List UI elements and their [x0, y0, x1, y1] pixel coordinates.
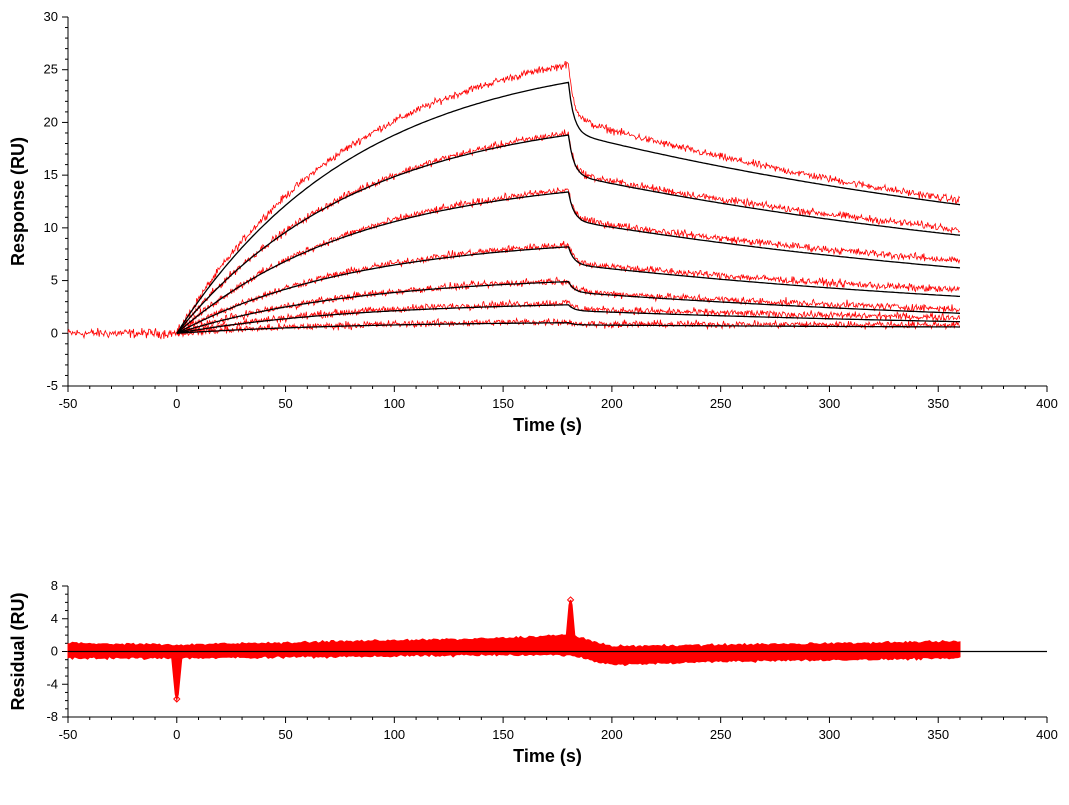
residual-spike-marker-1: [173, 695, 181, 703]
response-x-tick-label: 250: [710, 396, 732, 411]
response-fit-line-6: [176, 304, 961, 334]
response-x-axis-title: Time (s): [513, 415, 582, 435]
response-data-line-2: [176, 129, 960, 335]
residual-x-tick-label: 0: [173, 727, 180, 742]
residual-x-tick-label: 400: [1036, 727, 1058, 742]
response-fit-line-2: [176, 134, 961, 334]
response-x-tick-label: 50: [278, 396, 292, 411]
response-y-tick-label: 30: [44, 9, 58, 24]
response-fit-line-3: [176, 191, 961, 334]
response-x-tick-label: 0: [173, 396, 180, 411]
residual-x-tick-label: 150: [492, 727, 514, 742]
response-fit-line-7: [176, 322, 960, 334]
residual-y-tick-label: -4: [46, 676, 58, 691]
response-data-line-6: [176, 298, 961, 336]
residual-spike-marker-2: [566, 596, 575, 604]
response-x-tick-label: 100: [383, 396, 405, 411]
residual-axes: -50 0 50 100 150 200 250 300 350 400 -8 -4 0 4 8 Time (…: [8, 578, 1058, 766]
response-y-tick-label: -5: [46, 378, 58, 393]
response-y-tick-label: 0: [51, 325, 58, 340]
response-data-line-3: [176, 187, 961, 334]
response-fit-line-5: [176, 280, 961, 334]
response-y-tick-label: 5: [51, 273, 58, 288]
response-fit-series-group: [176, 81, 961, 334]
residual-y-tick-label: 8: [51, 578, 58, 593]
response-axes: -50 0 50 100 150 200 250 300 350 400-505101520253…: [8, 9, 1058, 435]
response-x-tick-label: 300: [819, 396, 841, 411]
response-y-tick-label: 10: [44, 220, 58, 235]
residual-x-axis-title: Time (s): [513, 746, 582, 766]
response-x-tick-label: 150: [492, 396, 514, 411]
response-y-tick-label: 25: [44, 62, 58, 77]
residual-x-tick-label: 50: [278, 727, 292, 742]
response-y-tick-label: 15: [44, 167, 58, 182]
residual-band: [67, 634, 961, 667]
residual-x-tick-label: 300: [819, 727, 841, 742]
residual-y-tick-label: 0: [51, 644, 58, 659]
response-fit-line-1: [176, 81, 961, 334]
response-x-tick-label: 350: [927, 396, 949, 411]
response-fit-line-4: [176, 246, 961, 334]
response-y-axis-title: Response (RU): [8, 137, 28, 266]
residual-y-tick-label: -8: [46, 709, 58, 724]
residual-chart: -50 0 50 100 150 200 250 300 350 400 -8 -4 0 4 8 Time (…: [8, 578, 1058, 766]
response-x-tick-label: 200: [601, 396, 623, 411]
response-chart: -50 0 50 100 150 200 250 300 350 400-505101520253…: [8, 9, 1058, 435]
response-y-tick-label: 20: [44, 114, 58, 129]
residual-x-tick-label: 100: [383, 727, 405, 742]
residual-x-tick-label: 250: [710, 727, 732, 742]
residual-y-axis-title: Residual (RU): [8, 592, 28, 710]
residual-x-tick-label: 200: [601, 727, 623, 742]
response-x-tick-label: -50: [59, 396, 78, 411]
residual-x-tick-label: 350: [927, 727, 949, 742]
response-x-tick-label: 400: [1036, 396, 1058, 411]
residual-y-tick-label: 4: [51, 611, 58, 626]
residual-x-tick-label: -50: [59, 727, 78, 742]
response-data-line-1: [67, 61, 961, 340]
